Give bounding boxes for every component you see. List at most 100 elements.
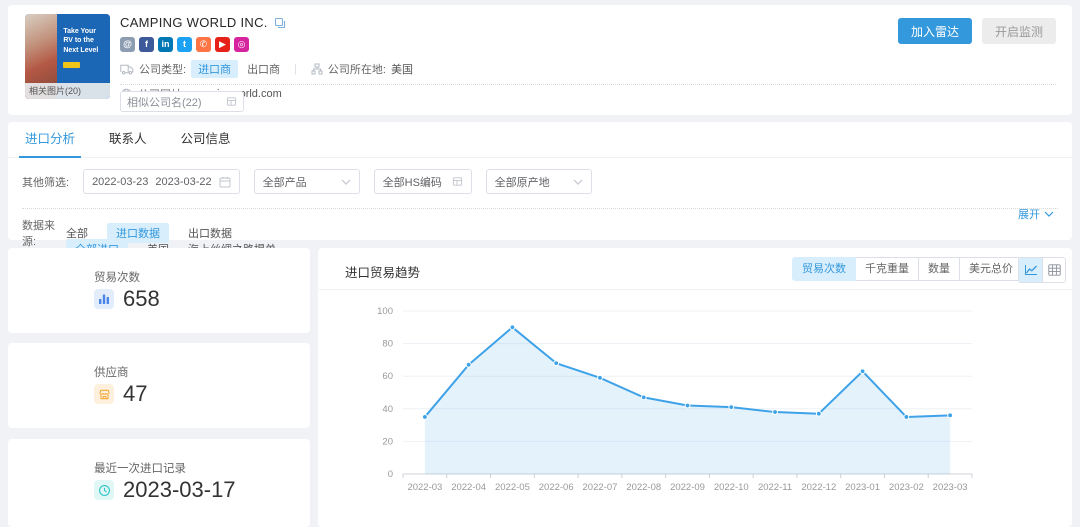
chart-title: 进口贸易趋势 xyxy=(345,266,421,280)
stat-value: 2023-03-17 xyxy=(123,477,236,502)
stat-value: 658 xyxy=(123,286,160,311)
facebook-icon[interactable]: f xyxy=(139,37,154,52)
stat-label: 贸易次数 xyxy=(94,272,140,284)
exporter-tag[interactable]: 出口商 xyxy=(247,64,281,76)
company-meta-row: 公司类型: 进口商 出口商 | 公司所在地: 美国 xyxy=(120,60,832,78)
chart-header: 进口贸易趋势 贸易次数 千克重量 数量 美元总价 xyxy=(318,248,1072,290)
svg-text:2023-02: 2023-02 xyxy=(889,482,924,493)
twitter-icon[interactable]: t xyxy=(177,37,192,52)
line-chart-view-button[interactable] xyxy=(1019,258,1042,282)
svg-text:60: 60 xyxy=(382,371,393,382)
source-option-all[interactable]: 全部 xyxy=(66,228,88,240)
location-label: 公司所在地: xyxy=(327,64,386,76)
metric-trade-count-button[interactable]: 贸易次数 xyxy=(792,257,856,281)
clock-icon xyxy=(94,480,114,500)
tab-company-info[interactable]: 公司信息 xyxy=(180,132,231,146)
date-start-value: 2022-03-23 xyxy=(92,175,149,188)
meta-divider: | xyxy=(294,63,297,75)
stat-label: 最近一次进口记录 xyxy=(94,463,186,475)
svg-text:2022-05: 2022-05 xyxy=(495,482,530,493)
svg-text:2023-01: 2023-01 xyxy=(845,482,880,493)
svg-text:0: 0 xyxy=(388,469,393,480)
shop-icon xyxy=(94,384,114,404)
stat-card-last-import: 最近一次进口记录 2023-03-17 xyxy=(8,439,310,527)
stat-label: 供应商 xyxy=(94,367,129,379)
metric-usd-total-button[interactable]: 美元总价 xyxy=(959,257,1023,281)
phone-icon[interactable]: ✆ xyxy=(196,37,211,52)
truck-icon xyxy=(120,64,134,75)
importer-tag[interactable]: 进口商 xyxy=(191,60,239,78)
bar-chart-icon xyxy=(94,289,114,309)
stat-value: 47 xyxy=(123,381,148,406)
metric-toggle-group: 贸易次数 千克重量 数量 美元总价 xyxy=(792,257,1023,281)
company-name: CAMPING WORLD INC. xyxy=(120,15,268,30)
stat-card-suppliers: 供应商 47 xyxy=(8,343,310,428)
similar-companies-label: 相似公司名(22) xyxy=(127,96,202,109)
youtube-icon[interactable]: ▶ xyxy=(215,37,230,52)
table-view-button[interactable] xyxy=(1042,258,1065,282)
origin-select-value: 全部原产地 xyxy=(494,176,550,189)
location-value: 美国 xyxy=(390,64,413,76)
start-monitor-button[interactable]: 开启监测 xyxy=(981,18,1056,44)
social-links: @ f in t ✆ ▶ ◎ xyxy=(120,37,832,52)
trend-line-chart[interactable]: 0 20 40 60 80 100 2022-03 2022-04 2022-05 2022-06… xyxy=(318,292,1072,524)
company-type-label: 公司类型: xyxy=(139,64,187,76)
svg-text:40: 40 xyxy=(382,404,393,415)
origin-select[interactable]: 全部原产地 xyxy=(485,169,592,194)
instagram-icon[interactable]: ◎ xyxy=(234,37,249,52)
data-source-row: 数据来源: 全部 进口数据 出口数据 xyxy=(22,217,251,249)
chevron-down-icon xyxy=(1044,211,1054,217)
metric-kg-weight-button[interactable]: 千克重量 xyxy=(855,257,919,281)
related-images-label[interactable]: 相关图片(20) xyxy=(25,83,110,99)
company-image-caption: Take Your RV to the Next Level xyxy=(63,28,99,54)
calendar-icon xyxy=(219,176,231,188)
tab-contacts[interactable]: 联系人 xyxy=(109,132,147,146)
svg-text:20: 20 xyxy=(382,436,393,447)
tab-import-analysis[interactable]: 进口分析 xyxy=(18,122,82,158)
source-option-export-data[interactable]: 出口数据 xyxy=(188,228,232,240)
expand-toggle[interactable]: 展开 xyxy=(1018,206,1054,222)
linkedin-icon[interactable]: in xyxy=(158,37,173,52)
filter-dotted-divider xyxy=(22,208,1058,209)
hs-code-select[interactable]: 全部HS编码 xyxy=(373,169,472,194)
website-icon[interactable]: @ xyxy=(120,37,135,52)
svg-text:80: 80 xyxy=(382,339,393,350)
copy-icon[interactable] xyxy=(274,17,286,29)
chevron-down-icon xyxy=(573,179,583,185)
panel-icon xyxy=(452,176,463,187)
metric-quantity-button[interactable]: 数量 xyxy=(918,257,960,281)
stat-card-trade-count: 贸易次数 658 xyxy=(8,248,310,333)
date-range-picker[interactable]: 2022-03-23 2023-03-22 xyxy=(83,169,240,194)
expand-label: 展开 xyxy=(1018,209,1040,221)
line-chart-icon xyxy=(1024,264,1038,276)
join-radar-button[interactable]: 加入雷达 xyxy=(897,18,972,44)
svg-text:2022-07: 2022-07 xyxy=(583,482,618,493)
company-header-card: Take Your RV to the Next Level 相关图片(20) … xyxy=(8,5,1072,115)
chart-view-toggle xyxy=(1018,257,1066,283)
table-icon xyxy=(1047,264,1061,276)
company-image[interactable]: Take Your RV to the Next Level 相关图片(20) xyxy=(25,14,110,99)
product-select-value: 全部产品 xyxy=(262,176,307,189)
company-image-ad-button xyxy=(63,62,81,69)
similar-companies-select[interactable]: 相似公司名(22) xyxy=(120,91,244,112)
svg-text:2022-12: 2022-12 xyxy=(801,482,836,493)
source-option-import-data[interactable]: 进口数据 xyxy=(107,223,169,243)
analysis-panel: 进口分析 联系人 公司信息 其他筛选: 2022-03-23 2023-03-2… xyxy=(8,122,1072,259)
svg-text:2022-03: 2022-03 xyxy=(407,482,442,493)
trend-chart-card: 进口贸易趋势 贸易次数 千克重量 数量 美元总价 0 20 40 60 80 100 202… xyxy=(318,248,1072,527)
svg-text:2022-06: 2022-06 xyxy=(539,482,574,493)
header-actions: 加入雷达 开启监测 xyxy=(897,18,1056,44)
panel-icon xyxy=(226,96,237,107)
svg-text:2023-03: 2023-03 xyxy=(933,482,968,493)
svg-text:2022-04: 2022-04 xyxy=(451,482,486,493)
data-source-label: 数据来源: xyxy=(22,220,55,248)
header-dotted-divider xyxy=(120,84,1056,85)
product-select[interactable]: 全部产品 xyxy=(253,169,360,194)
svg-text:100: 100 xyxy=(377,306,393,317)
other-filters-label: 其他筛选: xyxy=(22,176,70,189)
tab-bar: 进口分析 联系人 公司信息 xyxy=(8,122,1072,158)
company-summary: CAMPING WORLD INC. @ f in t ✆ ▶ ◎ 公司类型: … xyxy=(120,15,832,102)
svg-text:2022-08: 2022-08 xyxy=(626,482,661,493)
svg-text:2022-11: 2022-11 xyxy=(758,482,792,493)
org-icon xyxy=(311,63,323,75)
